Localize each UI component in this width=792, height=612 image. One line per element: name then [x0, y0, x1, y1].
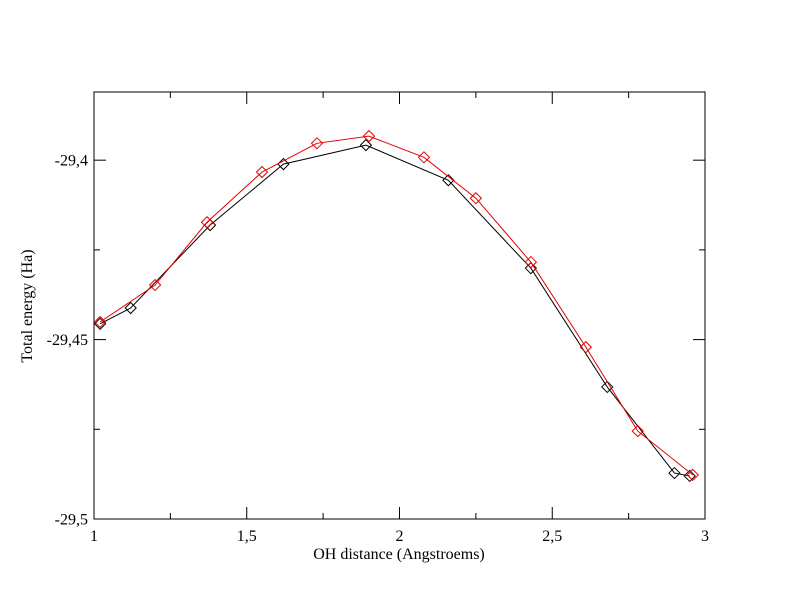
black-curve-marker	[359, 138, 373, 152]
x-axis-title: OH distance (Angstroems)	[313, 546, 485, 563]
y-tick-label: -29,45	[47, 332, 88, 349]
black-curve-marker	[442, 174, 455, 187]
red-curve-marker	[148, 278, 162, 292]
red-curve-line	[99, 135, 694, 476]
black-curve-marker	[683, 469, 696, 483]
red-curve-marker	[631, 424, 644, 438]
red-curve-marker	[200, 216, 214, 229]
red-curve-marker	[310, 137, 324, 150]
black-curve-marker	[601, 380, 614, 394]
black-curve-marker	[124, 301, 137, 315]
red-curve-marker	[93, 315, 107, 329]
red-curve-marker	[362, 129, 376, 143]
black-curve-line	[99, 144, 690, 477]
red-curve-marker	[255, 165, 269, 179]
y-tick-label: -29,5	[55, 512, 88, 529]
red-curve-marker	[524, 255, 538, 269]
black-curve-marker	[668, 466, 681, 480]
y-axis-title: Total energy (Ha)	[19, 249, 36, 363]
x-tick-label: 3	[701, 528, 709, 545]
red-curve-marker	[579, 340, 593, 354]
red-curve-marker	[686, 468, 699, 482]
black-curve-marker	[524, 261, 538, 275]
x-tick-label: 1,5	[237, 528, 257, 545]
x-tick-label: 2	[396, 528, 404, 545]
red-curve-marker	[469, 192, 483, 205]
x-tick-label: 1	[90, 528, 98, 545]
x-tick-label: 2,5	[542, 528, 562, 545]
y-tick-label: -29,4	[55, 153, 88, 170]
plot-frame	[93, 91, 706, 520]
red-curve-marker	[417, 151, 431, 164]
black-curve-marker	[93, 317, 107, 331]
